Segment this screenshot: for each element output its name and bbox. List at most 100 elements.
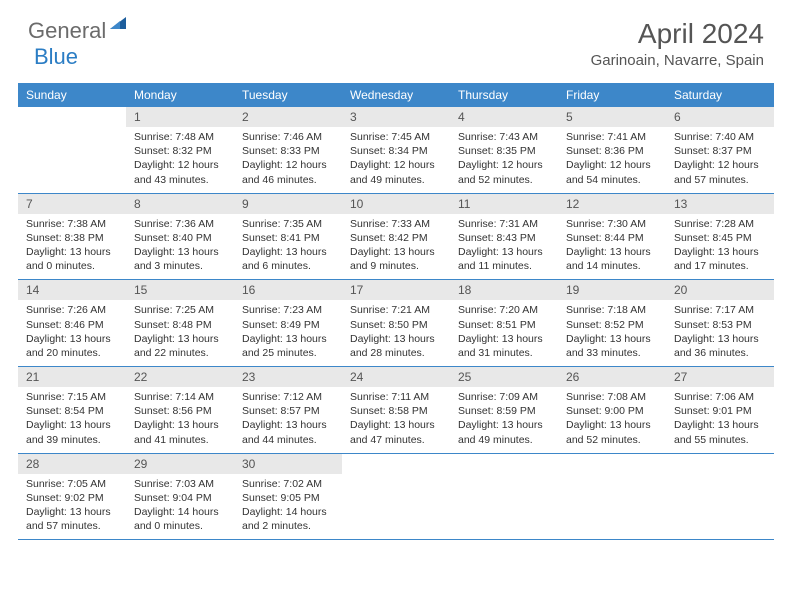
daylight-text: Daylight: 13 hours and 11 minutes.: [458, 245, 550, 273]
sunrise-text: Sunrise: 7:33 AM: [350, 217, 442, 231]
logo-text-gray: General: [28, 18, 106, 44]
day-number-cell: 3: [342, 107, 450, 127]
sunset-text: Sunset: 8:42 PM: [350, 231, 442, 245]
day-number-cell: 30: [234, 453, 342, 474]
daylight-text: Daylight: 14 hours and 0 minutes.: [134, 505, 226, 533]
sunset-text: Sunset: 8:37 PM: [674, 144, 766, 158]
header: General April 2024 Garinoain, Navarre, S…: [0, 0, 792, 83]
day-number-cell: 16: [234, 280, 342, 301]
daylight-text: Daylight: 13 hours and 57 minutes.: [26, 505, 118, 533]
day-detail-cell: Sunrise: 7:03 AMSunset: 9:04 PMDaylight:…: [126, 474, 234, 540]
day-number-cell: 21: [18, 367, 126, 388]
day-detail-cell: Sunrise: 7:43 AMSunset: 8:35 PMDaylight:…: [450, 127, 558, 193]
sunrise-text: Sunrise: 7:45 AM: [350, 130, 442, 144]
daylight-text: Daylight: 13 hours and 55 minutes.: [674, 418, 766, 446]
daylight-text: Daylight: 13 hours and 28 minutes.: [350, 332, 442, 360]
sunrise-text: Sunrise: 7:21 AM: [350, 303, 442, 317]
sunset-text: Sunset: 9:04 PM: [134, 491, 226, 505]
sunrise-text: Sunrise: 7:17 AM: [674, 303, 766, 317]
sunset-text: Sunset: 8:45 PM: [674, 231, 766, 245]
sunrise-text: Sunrise: 7:09 AM: [458, 390, 550, 404]
sunset-text: Sunset: 8:57 PM: [242, 404, 334, 418]
title-block: April 2024 Garinoain, Navarre, Spain: [591, 18, 764, 75]
sunrise-text: Sunrise: 7:43 AM: [458, 130, 550, 144]
daylight-text: Daylight: 13 hours and 14 minutes.: [566, 245, 658, 273]
sunset-text: Sunset: 8:51 PM: [458, 318, 550, 332]
daylight-text: Daylight: 12 hours and 46 minutes.: [242, 158, 334, 186]
day-detail-cell: Sunrise: 7:35 AMSunset: 8:41 PMDaylight:…: [234, 214, 342, 280]
daylight-text: Daylight: 13 hours and 3 minutes.: [134, 245, 226, 273]
day-detail-cell: Sunrise: 7:25 AMSunset: 8:48 PMDaylight:…: [126, 300, 234, 366]
day-number-cell: [450, 453, 558, 474]
day-detail-cell: Sunrise: 7:02 AMSunset: 9:05 PMDaylight:…: [234, 474, 342, 540]
day-detail-cell: Sunrise: 7:14 AMSunset: 8:56 PMDaylight:…: [126, 387, 234, 453]
day-number-cell: 9: [234, 193, 342, 214]
day-number-cell: 19: [558, 280, 666, 301]
day-number-cell: 27: [666, 367, 774, 388]
daylight-text: Daylight: 12 hours and 43 minutes.: [134, 158, 226, 186]
day-number-cell: 6: [666, 107, 774, 127]
day-number-cell: 28: [18, 453, 126, 474]
detail-row: Sunrise: 7:26 AMSunset: 8:46 PMDaylight:…: [18, 300, 774, 366]
sunset-text: Sunset: 8:50 PM: [350, 318, 442, 332]
daylight-text: Daylight: 13 hours and 17 minutes.: [674, 245, 766, 273]
detail-row: Sunrise: 7:38 AMSunset: 8:38 PMDaylight:…: [18, 214, 774, 280]
daylight-text: Daylight: 13 hours and 49 minutes.: [458, 418, 550, 446]
daylight-text: Daylight: 13 hours and 39 minutes.: [26, 418, 118, 446]
daylight-text: Daylight: 13 hours and 22 minutes.: [134, 332, 226, 360]
daynum-row: 282930: [18, 453, 774, 474]
sunset-text: Sunset: 8:33 PM: [242, 144, 334, 158]
daylight-text: Daylight: 13 hours and 47 minutes.: [350, 418, 442, 446]
sunrise-text: Sunrise: 7:28 AM: [674, 217, 766, 231]
sunrise-text: Sunrise: 7:35 AM: [242, 217, 334, 231]
day-number-cell: 11: [450, 193, 558, 214]
day-detail-cell: Sunrise: 7:36 AMSunset: 8:40 PMDaylight:…: [126, 214, 234, 280]
logo-triangle-icon: [108, 15, 128, 36]
sunrise-text: Sunrise: 7:12 AM: [242, 390, 334, 404]
sunset-text: Sunset: 9:05 PM: [242, 491, 334, 505]
day-number-cell: 29: [126, 453, 234, 474]
day-detail-cell: [18, 127, 126, 193]
sunrise-text: Sunrise: 7:08 AM: [566, 390, 658, 404]
dayhead-fri: Friday: [558, 83, 666, 107]
day-number-cell: [558, 453, 666, 474]
day-detail-cell: Sunrise: 7:28 AMSunset: 8:45 PMDaylight:…: [666, 214, 774, 280]
sunset-text: Sunset: 8:52 PM: [566, 318, 658, 332]
calendar: Sunday Monday Tuesday Wednesday Thursday…: [0, 83, 792, 540]
day-number-cell: 26: [558, 367, 666, 388]
day-detail-cell: Sunrise: 7:12 AMSunset: 8:57 PMDaylight:…: [234, 387, 342, 453]
sunrise-text: Sunrise: 7:48 AM: [134, 130, 226, 144]
sunset-text: Sunset: 8:58 PM: [350, 404, 442, 418]
detail-row: Sunrise: 7:48 AMSunset: 8:32 PMDaylight:…: [18, 127, 774, 193]
sunset-text: Sunset: 8:46 PM: [26, 318, 118, 332]
sunrise-text: Sunrise: 7:46 AM: [242, 130, 334, 144]
month-title: April 2024: [591, 18, 764, 50]
day-number-cell: 22: [126, 367, 234, 388]
day-number-cell: 17: [342, 280, 450, 301]
sunset-text: Sunset: 8:35 PM: [458, 144, 550, 158]
day-detail-cell: Sunrise: 7:05 AMSunset: 9:02 PMDaylight:…: [18, 474, 126, 540]
detail-row: Sunrise: 7:05 AMSunset: 9:02 PMDaylight:…: [18, 474, 774, 540]
day-detail-cell: Sunrise: 7:40 AMSunset: 8:37 PMDaylight:…: [666, 127, 774, 193]
daylight-text: Daylight: 13 hours and 6 minutes.: [242, 245, 334, 273]
sunrise-text: Sunrise: 7:31 AM: [458, 217, 550, 231]
day-number-cell: 14: [18, 280, 126, 301]
sunrise-text: Sunrise: 7:03 AM: [134, 477, 226, 491]
day-number-cell: 23: [234, 367, 342, 388]
daylight-text: Daylight: 13 hours and 0 minutes.: [26, 245, 118, 273]
sunset-text: Sunset: 8:34 PM: [350, 144, 442, 158]
sunrise-text: Sunrise: 7:15 AM: [26, 390, 118, 404]
logo: General: [28, 18, 130, 44]
sunrise-text: Sunrise: 7:11 AM: [350, 390, 442, 404]
sunrise-text: Sunrise: 7:18 AM: [566, 303, 658, 317]
day-detail-cell: Sunrise: 7:18 AMSunset: 8:52 PMDaylight:…: [558, 300, 666, 366]
daylight-text: Daylight: 13 hours and 41 minutes.: [134, 418, 226, 446]
day-detail-cell: Sunrise: 7:31 AMSunset: 8:43 PMDaylight:…: [450, 214, 558, 280]
day-detail-cell: Sunrise: 7:26 AMSunset: 8:46 PMDaylight:…: [18, 300, 126, 366]
dayhead-mon: Monday: [126, 83, 234, 107]
day-number-cell: 2: [234, 107, 342, 127]
detail-row: Sunrise: 7:15 AMSunset: 8:54 PMDaylight:…: [18, 387, 774, 453]
day-detail-cell: Sunrise: 7:11 AMSunset: 8:58 PMDaylight:…: [342, 387, 450, 453]
daylight-text: Daylight: 14 hours and 2 minutes.: [242, 505, 334, 533]
day-detail-cell: Sunrise: 7:38 AMSunset: 8:38 PMDaylight:…: [18, 214, 126, 280]
